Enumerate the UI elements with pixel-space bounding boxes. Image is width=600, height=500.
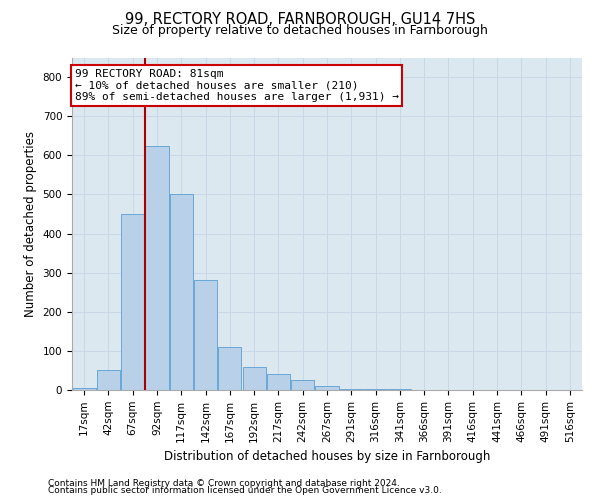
Bar	[291, 380, 314, 390]
Bar	[267, 374, 290, 390]
Bar	[340, 389, 363, 390]
Bar	[121, 214, 144, 390]
Bar	[73, 388, 95, 390]
Bar	[316, 386, 338, 390]
Bar	[242, 366, 266, 390]
Bar	[145, 146, 169, 390]
Bar	[170, 194, 193, 390]
Text: 99, RECTORY ROAD, FARNBOROUGH, GU14 7HS: 99, RECTORY ROAD, FARNBOROUGH, GU14 7HS	[125, 12, 475, 28]
Text: Contains public sector information licensed under the Open Government Licence v3: Contains public sector information licen…	[48, 486, 442, 495]
Bar	[364, 389, 387, 390]
Bar	[218, 347, 241, 390]
Text: 99 RECTORY ROAD: 81sqm
← 10% of detached houses are smaller (210)
89% of semi-de: 99 RECTORY ROAD: 81sqm ← 10% of detached…	[74, 69, 398, 102]
Text: Contains HM Land Registry data © Crown copyright and database right 2024.: Contains HM Land Registry data © Crown c…	[48, 478, 400, 488]
X-axis label: Distribution of detached houses by size in Farnborough: Distribution of detached houses by size …	[164, 450, 490, 463]
Bar	[194, 280, 217, 390]
Bar	[388, 389, 412, 390]
Y-axis label: Number of detached properties: Number of detached properties	[24, 130, 37, 317]
Bar	[97, 370, 120, 390]
Text: Size of property relative to detached houses in Farnborough: Size of property relative to detached ho…	[112, 24, 488, 37]
